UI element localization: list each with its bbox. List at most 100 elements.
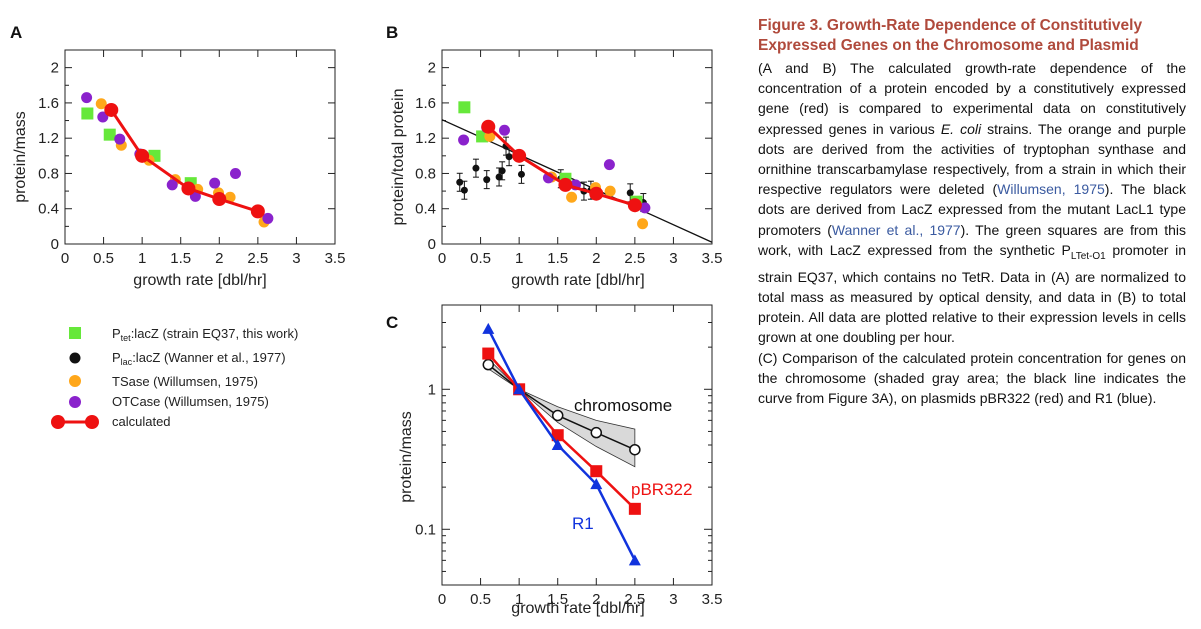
panel-b-plot: protein/total protein growth rate [dbl/h… [390, 49, 723, 289]
panel-c-pbr322-point [590, 465, 603, 478]
panel-a-series-purple-point [114, 133, 126, 145]
panel-c-label-pbr322: pBR322 [631, 480, 692, 499]
legend-marker-plac [69, 352, 81, 364]
promoter-subscript: LTet-O1 [1070, 250, 1106, 262]
panel-a-xtick-label: 2 [215, 250, 223, 267]
panel-b-series-purple-point [603, 159, 615, 171]
panel-b-series-red-point [512, 148, 527, 163]
panel-b-series-orange-point [637, 218, 649, 230]
panel-a-ytick-label: 1.6 [38, 95, 59, 112]
panel-a-xtick-label: 3 [292, 250, 300, 267]
panel-c-xtick-label: 0 [438, 591, 446, 608]
legend-label-otcase: OTCase (Willumsen, 1975) [112, 394, 269, 409]
panel-a-series-green-point [81, 107, 94, 120]
caption-title: Figure 3. Growth-Rate Dependence of Cons… [758, 17, 1143, 54]
caption-paragraph-ab: (A and B) The calculated growth-rate dep… [758, 60, 1187, 346]
panel-a-xtick-label: 1 [138, 250, 146, 267]
panel-a-series-purple-point [97, 111, 109, 123]
panel-c-xtick-label: 2 [592, 591, 600, 608]
panel-b-series-orange-point [484, 130, 496, 142]
legend: Ptet:lacZ (strain EQ37, this work) Plac:… [51, 326, 298, 429]
panel-c-pbr322-point [551, 429, 564, 442]
panel-b-xtick-label: 2.5 [624, 250, 645, 267]
panel-a-xtick-label: 0 [61, 250, 69, 267]
panel-a-ytick-label: 0.8 [38, 165, 59, 182]
panel-c-r1-point [551, 439, 564, 450]
panel-b-xlabel: growth rate [dbl/hr] [511, 272, 644, 289]
panel-b-xtick-label: 1 [515, 250, 523, 267]
panel-c-frame [441, 304, 713, 586]
panel-a-xlabel: growth rate [dbl/hr] [133, 272, 266, 289]
panel-c-xlabel: growth rate [dbl/hr] [511, 600, 644, 617]
panel-c-xtick-label: 3 [669, 591, 677, 608]
panel-b-series-red-point [627, 198, 642, 213]
panel-letter-b: B [386, 23, 398, 42]
legend-label-ptet: Ptet:lacZ (strain EQ37, this work) [112, 326, 298, 343]
panel-a-series-red-point [250, 204, 265, 219]
panel-b-series-black-point [460, 186, 468, 194]
panel-a-series-purple-point [262, 212, 274, 224]
panel-b-series-black-point [505, 153, 513, 161]
citation-link-willumsen[interactable]: Willumsen, 1975 [997, 181, 1105, 198]
legend-label-plac: Plac:lacZ (Wanner et al., 1977) [112, 350, 286, 367]
panel-b-series-black-point [495, 173, 503, 181]
panel-c-chromosome-point [551, 409, 564, 422]
panel-b-series-purple-point [639, 202, 651, 214]
panel-c-label-r1: R1 [572, 514, 594, 533]
panel-b-xtick-label: 0 [438, 250, 446, 267]
panel-a-series-purple-point [229, 167, 241, 179]
panel-b-series-red-point [589, 186, 604, 201]
panel-c-xtick-label: 1 [515, 591, 523, 608]
legend-label-calculated: calculated [112, 414, 171, 429]
panel-a-series-purple-point [209, 177, 221, 189]
panel-b-series-purple-point [498, 124, 510, 136]
panel-c-r1-point [513, 383, 526, 395]
panel-a-series-orange-point [224, 191, 236, 203]
panel-b-xtick-label: 2 [592, 250, 600, 267]
panel-b-frame [441, 49, 713, 245]
panel-c-chromosome-point [629, 443, 641, 456]
panel-b-ytick-label: 1.2 [415, 130, 436, 147]
panel-b-series-black-point [472, 164, 480, 172]
panel-c-r1-point [482, 322, 495, 334]
panel-b-xtick-label: 1.5 [547, 250, 568, 267]
panel-c-label-chromosome: chromosome [574, 396, 672, 415]
figure-caption: Figure 3. Growth-Rate Dependence of Cons… [758, 16, 1186, 408]
panel-a-ytick-label: 0 [51, 236, 59, 253]
panel-c-r1-point [628, 554, 641, 566]
panel-a-series-red-point [212, 192, 227, 207]
panel-b-ytick-label: 0.8 [415, 165, 436, 182]
panel-b-ytick-label: 0 [428, 236, 436, 253]
panel-a-series-red-point [104, 102, 119, 117]
panel-c-xtick-label: 0.5 [470, 591, 491, 608]
panel-c-pbr322-point [482, 347, 495, 360]
panel-b-xtick-label: 3 [669, 250, 677, 267]
panel-a-xtick-label: 1.5 [170, 250, 191, 267]
panel-c-chromosome-point [482, 358, 495, 371]
ecoli-italic: E. coli [940, 120, 982, 137]
panel-a-ytick-label: 1.2 [38, 130, 59, 147]
panel-a-frame [64, 49, 336, 245]
panel-c-chromosome-point [590, 426, 603, 439]
panel-b-series-black-point [483, 176, 491, 184]
panel-b-ylabel: protein/total protein [390, 89, 407, 226]
panel-c-ytick-label: 1 [428, 381, 436, 398]
panel-a-series-orange-point [95, 98, 107, 110]
panel-c-r1-point [590, 478, 603, 490]
panel-c-plot: protein/mass growth rate [dbl/hr] 0 0.5 1 1… [398, 304, 723, 617]
panel-b-series-red-point [558, 177, 573, 192]
panel-b-series-orange-point [604, 185, 616, 197]
panel-a-plot: protein/mass growth rate [dbl/hr] 0 0.5 1 1… [12, 49, 345, 289]
panel-b-series-black-point [517, 170, 525, 178]
panel-a-calculated-line [110, 109, 259, 213]
panel-a-ylabel: protein/mass [12, 111, 29, 203]
legend-marker-tsase [69, 375, 81, 387]
legend-label-tsase: TSase (Willumsen, 1975) [112, 374, 258, 389]
panel-c-xtick-label: 3.5 [702, 591, 723, 608]
panel-a-xtick-label: 0.5 [93, 250, 114, 267]
legend-marker-calculated-right [85, 415, 99, 429]
panel-b-xtick-label: 0.5 [470, 250, 491, 267]
panel-b-xtick-label: 3.5 [702, 250, 723, 267]
citation-link-wanner[interactable]: Wanner et al., 1977 [831, 221, 961, 238]
legend-marker-otcase [69, 396, 81, 408]
